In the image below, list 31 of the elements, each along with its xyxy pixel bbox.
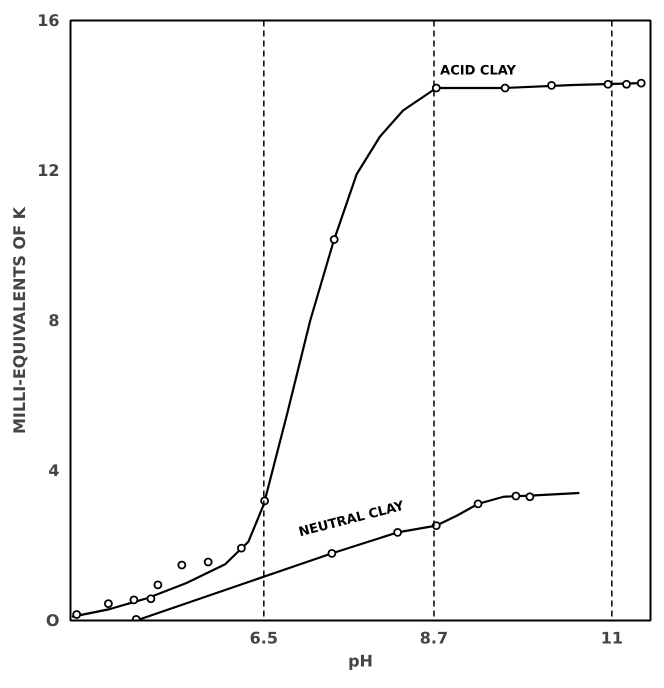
point bbox=[393, 528, 402, 537]
point bbox=[330, 235, 339, 244]
x-axis-title: pH bbox=[348, 652, 373, 670]
point bbox=[604, 80, 612, 89]
point bbox=[130, 595, 138, 604]
y-tick-label: 12 bbox=[37, 161, 60, 180]
point bbox=[622, 80, 631, 89]
point bbox=[237, 544, 246, 553]
point bbox=[432, 84, 441, 92]
y-axis-title: MILLI-EQUIVALENTS OF K bbox=[10, 206, 30, 434]
point bbox=[146, 594, 156, 604]
point bbox=[72, 610, 82, 619]
y-tick-label: O bbox=[46, 611, 60, 630]
point bbox=[500, 84, 510, 92]
point bbox=[327, 548, 336, 558]
y-tick-label: 8 bbox=[48, 311, 60, 330]
point bbox=[547, 80, 556, 90]
point bbox=[204, 558, 213, 566]
series-label: ACID CLAY bbox=[440, 64, 517, 79]
point bbox=[474, 499, 482, 508]
point bbox=[104, 599, 113, 608]
y-tick-label: 16 bbox=[37, 11, 60, 30]
y-tick-label: 4 bbox=[48, 461, 60, 480]
point bbox=[512, 492, 520, 500]
point bbox=[177, 560, 186, 570]
point bbox=[636, 78, 646, 88]
x-tick-label: 8.7 bbox=[420, 628, 448, 648]
x-tick-label: 11 bbox=[600, 628, 623, 648]
x-tick-label: 6.5 bbox=[250, 628, 278, 648]
point bbox=[153, 580, 162, 590]
point bbox=[525, 492, 534, 502]
